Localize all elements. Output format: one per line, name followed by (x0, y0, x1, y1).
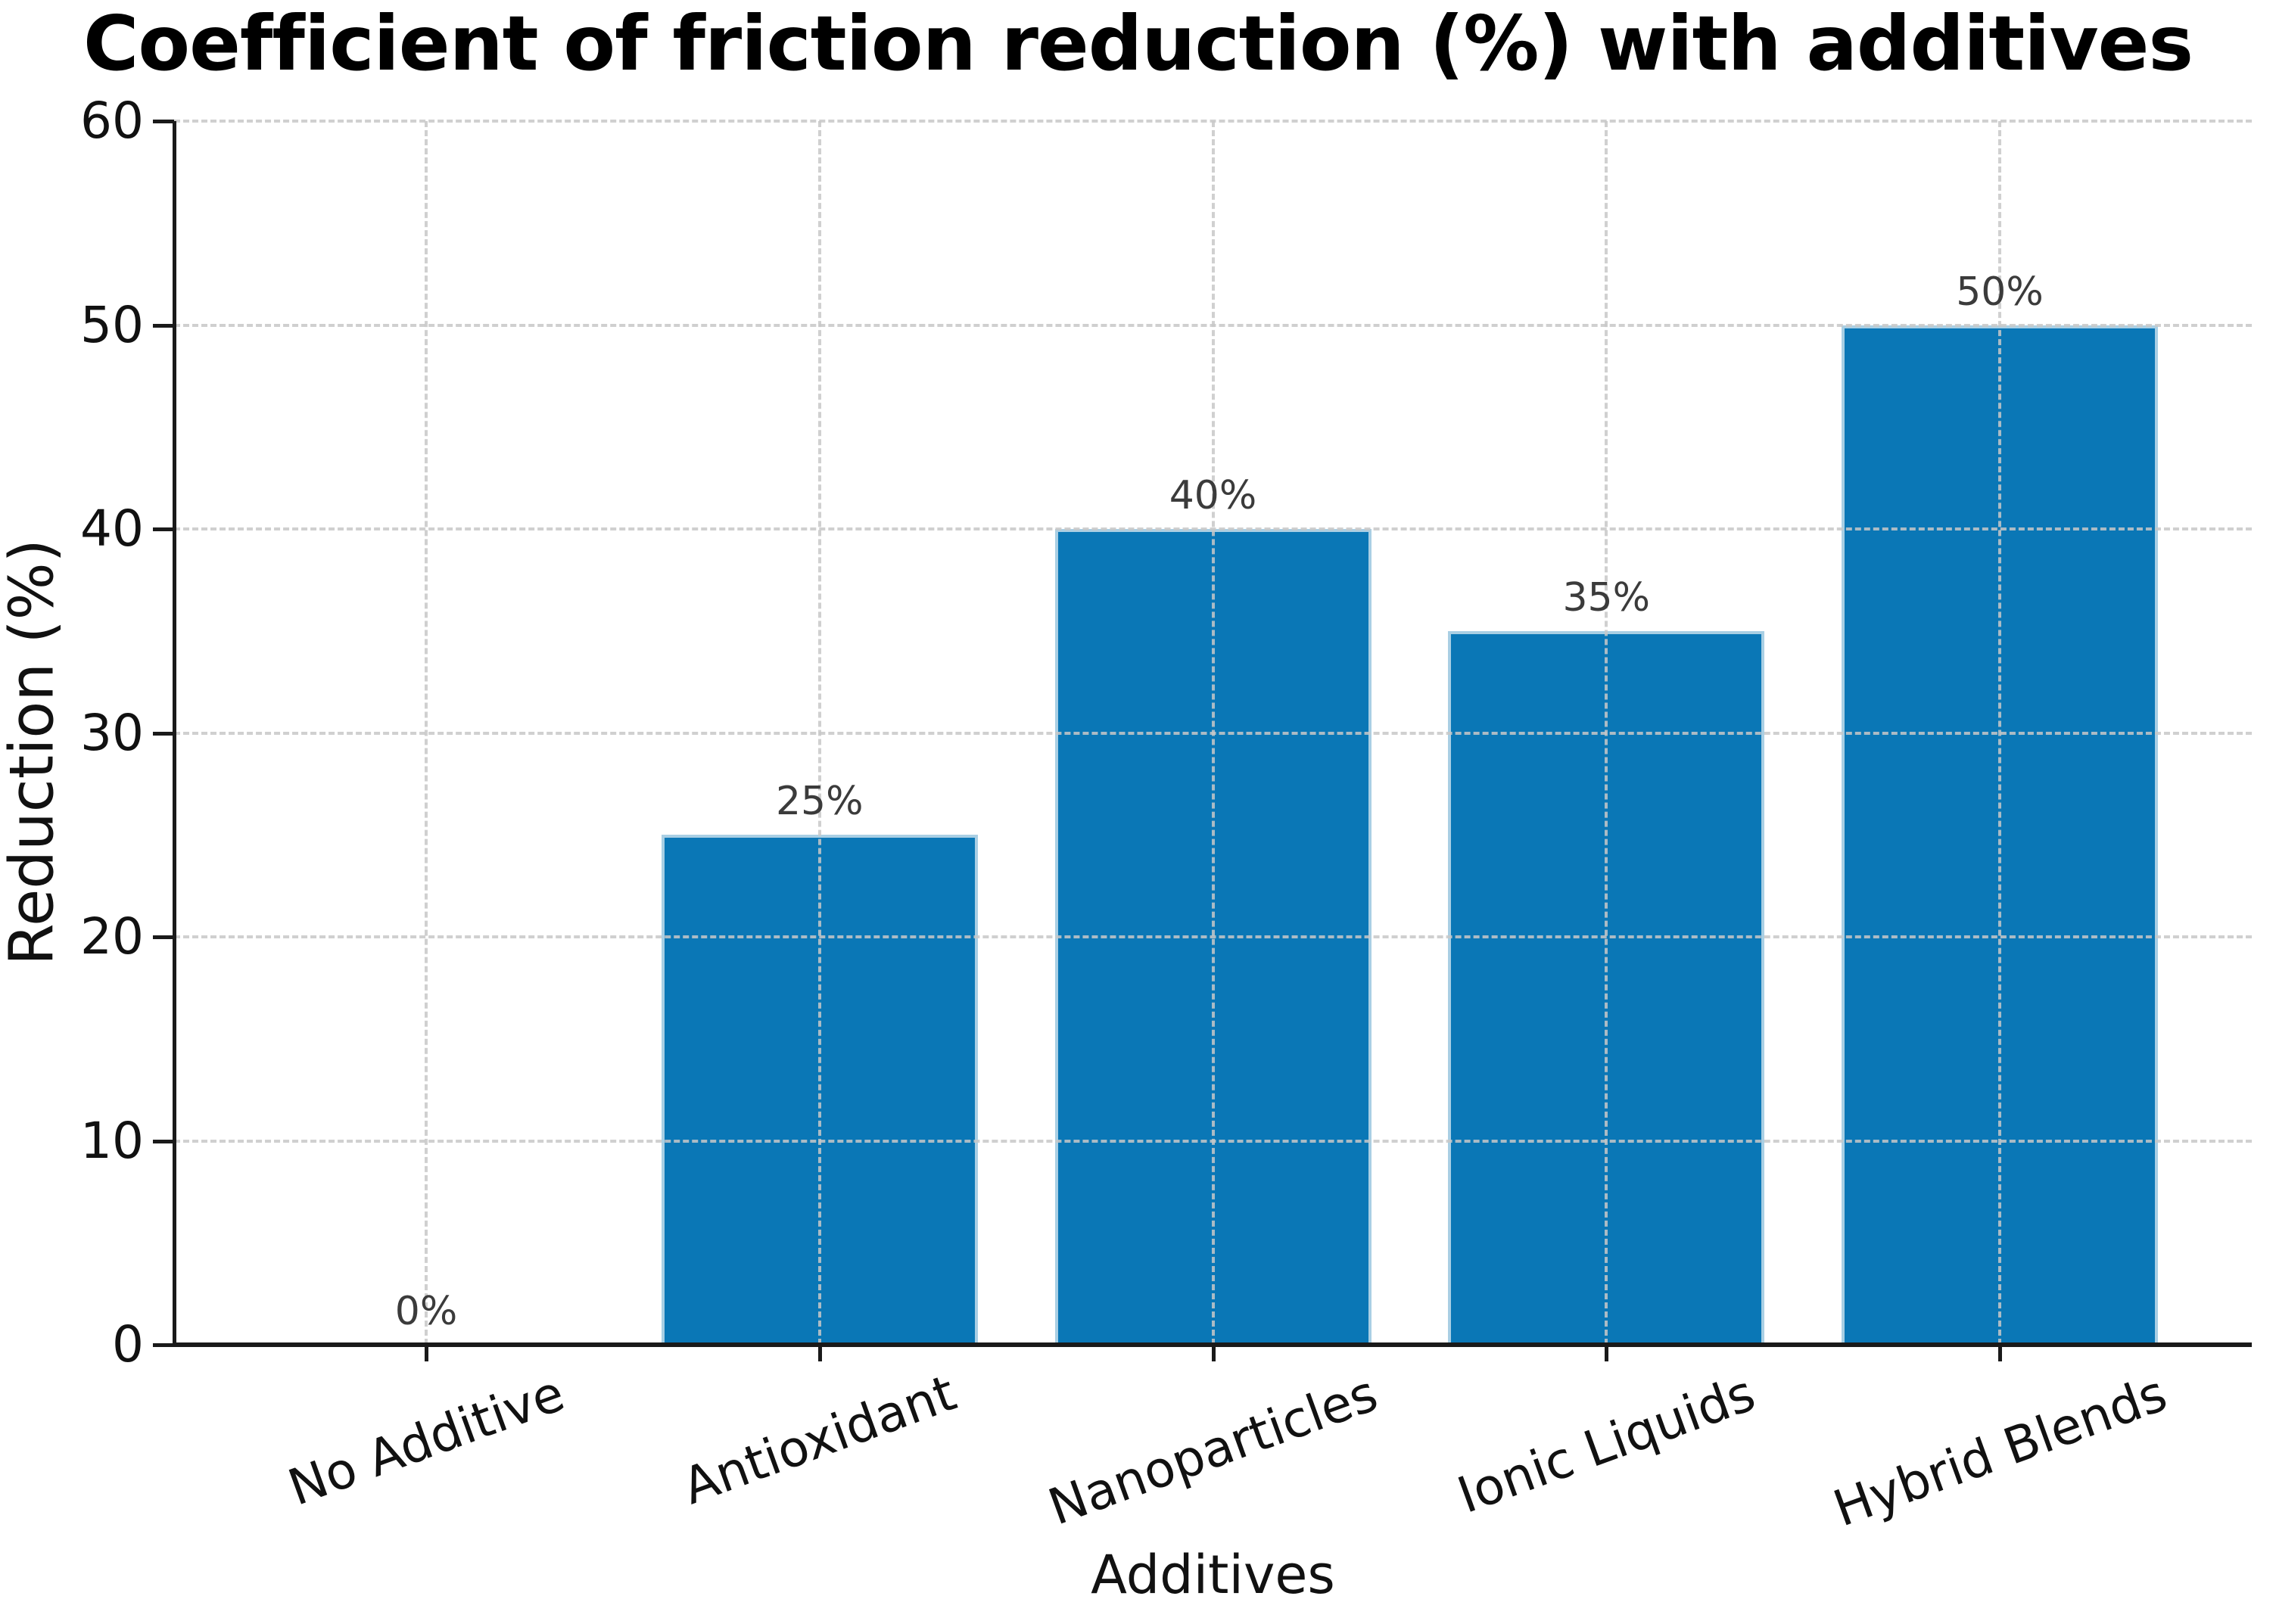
y-tick-label-30: 30 (80, 703, 144, 762)
x-tick-label-antioxidant: Antioxidant (675, 1364, 964, 1517)
y-tick-label-60: 60 (80, 92, 144, 150)
x-gridline-no-additive (425, 121, 428, 1345)
y-tick-label-20: 20 (80, 907, 144, 966)
x-tick-antioxidant (817, 1345, 822, 1361)
chart-title: Coefficient of friction reduction (%) wi… (83, 0, 2193, 88)
bar-value-label-ionic-liquids: 35% (1562, 574, 1651, 621)
x-tick-label-nanoparticles: Nanoparticles (1041, 1363, 1385, 1537)
x-gridline-hybrid-blends (1998, 121, 2001, 1345)
y-tick-50 (153, 323, 174, 328)
y-tick-label-10: 10 (80, 1111, 144, 1170)
x-axis-label: Additives (1091, 1544, 1335, 1606)
bar-value-label-no-additive: 0% (394, 1289, 458, 1334)
x-gridline-antioxidant (817, 121, 821, 1345)
y-tick-60 (153, 120, 174, 123)
y-axis-spine (173, 121, 176, 1347)
x-tick-nanoparticles (1211, 1345, 1216, 1361)
x-tick-label-hybrid-blends: Hybrid Blends (1826, 1363, 2174, 1538)
y-tick-label-0: 0 (112, 1315, 144, 1374)
x-gridline-nanoparticles (1211, 121, 1215, 1345)
plot-area: 0 10 20 30 40 50 60 0% No Additive 25% Antioxidant… (80, 92, 2252, 1538)
x-tick-no-additive (425, 1345, 428, 1361)
x-tick-label-no-additive: No Additive (280, 1364, 571, 1517)
y-tick-20 (153, 935, 174, 939)
bar-value-label-nanoparticles: 40% (1169, 473, 1257, 518)
y-tick-0 (153, 1343, 174, 1347)
y-tick-10 (153, 1139, 174, 1143)
y-tick-30 (153, 731, 174, 736)
x-tick-ionic-liquids (1605, 1345, 1609, 1361)
y-tick-label-50: 50 (80, 295, 144, 354)
y-tick-label-40: 40 (80, 499, 144, 558)
x-tick-label-ionic-liquids: Ionic Liquids (1449, 1364, 1763, 1525)
y-tick-40 (153, 527, 174, 531)
x-tick-hybrid-blends (1998, 1345, 2002, 1361)
bar-value-label-hybrid-blends: 50% (1956, 269, 2044, 315)
bar-value-label-antioxidant: 25% (775, 779, 864, 825)
x-gridline-ionic-liquids (1605, 121, 1608, 1345)
